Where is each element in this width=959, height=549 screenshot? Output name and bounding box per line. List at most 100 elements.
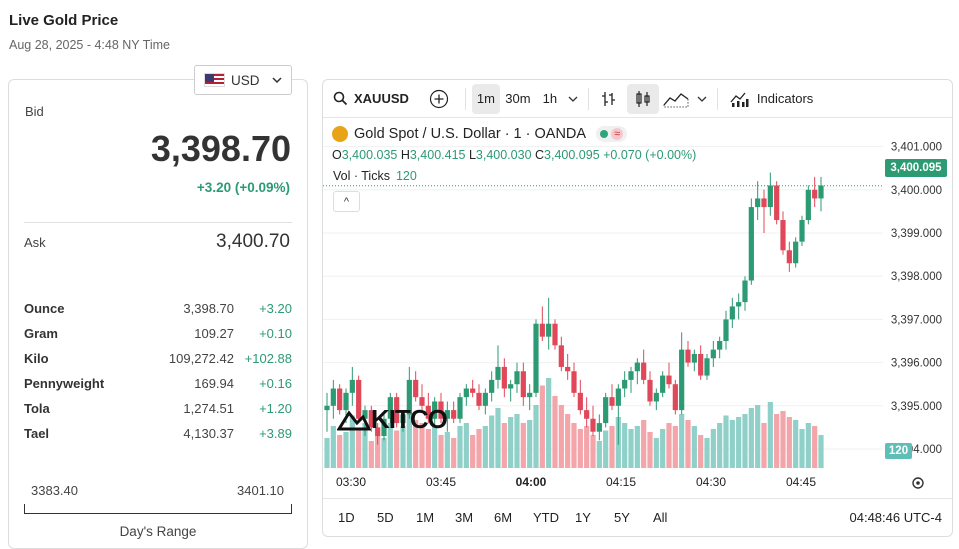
range-3m[interactable]: 3M [455, 510, 474, 525]
volume-bar [805, 423, 811, 468]
candle-body [558, 345, 564, 367]
compare-button[interactable] [419, 84, 459, 114]
candle-body [799, 220, 805, 242]
unit-price-table: Ounce 3,398.70 +3.20 Gram 109.27 +0.10 Kilo 1… [24, 296, 292, 446]
x-tick-label: 04:00 [516, 475, 547, 489]
volume-bar [685, 420, 691, 468]
y-tick-label: 3,397.000 [891, 314, 942, 326]
range-1m[interactable]: 1M [416, 510, 435, 525]
candle-body [761, 198, 767, 208]
volume-bar [432, 426, 438, 468]
settings-icon[interactable] [912, 477, 924, 489]
candle-body [622, 379, 628, 389]
candle-body [590, 418, 596, 432]
interval-1m[interactable]: 1m [471, 83, 500, 114]
candle-body [495, 366, 501, 380]
range-all[interactable]: All [653, 510, 668, 525]
range-ytd[interactable]: YTD [533, 510, 559, 525]
candle-body [419, 397, 425, 406]
range-5y[interactable]: 5Y [614, 510, 630, 525]
candle-body [438, 401, 444, 419]
y-tick-label: 3,400.000 [891, 185, 942, 197]
volume-bar [603, 430, 609, 468]
candle-body [394, 397, 400, 424]
candle-body [584, 410, 590, 419]
volume-bar [425, 429, 431, 468]
x-tick-label: 04:45 [786, 475, 816, 489]
chevron-down-icon [271, 77, 282, 83]
currency-label: USD [231, 72, 260, 88]
change-value: +0.070 (+0.00%) [603, 148, 697, 162]
divider [464, 87, 466, 110]
unit-price: 109,272.42 [168, 351, 234, 366]
interval-30m[interactable]: 30m [505, 91, 531, 106]
volume-bar [780, 411, 786, 468]
close-value: 3,400.095 [544, 148, 600, 162]
ohlc-legend: O3,400.035 H3,400.415 L3,400.030 C3,400.… [332, 148, 696, 162]
volume-bar [394, 430, 400, 468]
range-6m[interactable]: 6M [494, 510, 513, 525]
bar-style-button[interactable] [595, 84, 623, 114]
interval-dropdown[interactable] [564, 84, 582, 114]
divider [24, 222, 292, 223]
currency-select[interactable]: USD [194, 65, 292, 95]
table-row: Gram 109.27 +0.10 [24, 321, 292, 346]
candle-body [546, 323, 552, 337]
symbol-search[interactable]: XAUUSD [333, 84, 409, 114]
candle-body [812, 189, 818, 199]
unit-change: +3.89 [259, 426, 292, 441]
candle-body [704, 358, 710, 376]
candle-body [786, 250, 792, 264]
volume-bar [729, 420, 735, 468]
indicators-button[interactable]: Indicators [724, 84, 819, 114]
y-tick-label: 3,398.000 [891, 271, 942, 283]
price-chart[interactable]: 3,401.000 3,400.000 3,399.000 3,398.000 3,39… [323, 118, 952, 498]
volume-bar [343, 432, 349, 468]
volume-bar [438, 435, 444, 468]
approx-icon: ≈ [611, 128, 624, 140]
volume-bar [704, 438, 710, 468]
unit-price: 169.94 [194, 376, 234, 391]
range-5d[interactable]: 5D [377, 510, 394, 525]
range-1d[interactable]: 1D [338, 510, 355, 525]
candle-body [596, 423, 602, 432]
unit-price: 109.27 [194, 326, 234, 341]
area-style-button[interactable] [659, 84, 693, 114]
range-1y[interactable]: 1Y [575, 510, 591, 525]
table-row: Kilo 109,272.42 +102.88 [24, 346, 292, 371]
indicators-icon [730, 92, 749, 107]
candle-body [482, 392, 488, 406]
interval-1h[interactable]: 1h [542, 91, 558, 106]
kitco-mark-icon [337, 409, 371, 430]
volume-bar [596, 441, 602, 468]
volume-bar [349, 415, 355, 468]
volume-bar [691, 426, 697, 468]
candle-body [387, 397, 393, 419]
volume-bar [565, 414, 571, 468]
candle-style-button[interactable] [626, 83, 659, 114]
unit-change: +0.10 [259, 326, 292, 341]
candle-body [375, 427, 381, 437]
candle-body [406, 379, 412, 415]
candle-body [413, 379, 419, 398]
open-value: 3,400.035 [341, 148, 398, 162]
candle-body [527, 392, 533, 398]
volume-bar [546, 378, 552, 468]
plus-circle-icon [429, 89, 449, 108]
watermark-text: KITCO [371, 404, 448, 434]
volume-bar [552, 396, 558, 468]
volume-bar [400, 426, 406, 468]
chart-style-dropdown[interactable] [693, 84, 711, 114]
volume-bar [767, 402, 773, 468]
collapse-legend-button[interactable]: ^ [333, 191, 360, 212]
market-status-badge: ≈ [596, 126, 628, 142]
bid-price: 3,398.70 [150, 128, 291, 169]
range-high: 3401.10 [237, 483, 284, 498]
candle-body [476, 392, 482, 406]
volume-bar [368, 441, 374, 468]
volume-bar [444, 432, 450, 468]
volume-bar [812, 426, 818, 468]
unit-name: Kilo [24, 351, 49, 366]
divider [587, 87, 589, 110]
range-label: Day's Range [119, 524, 197, 539]
